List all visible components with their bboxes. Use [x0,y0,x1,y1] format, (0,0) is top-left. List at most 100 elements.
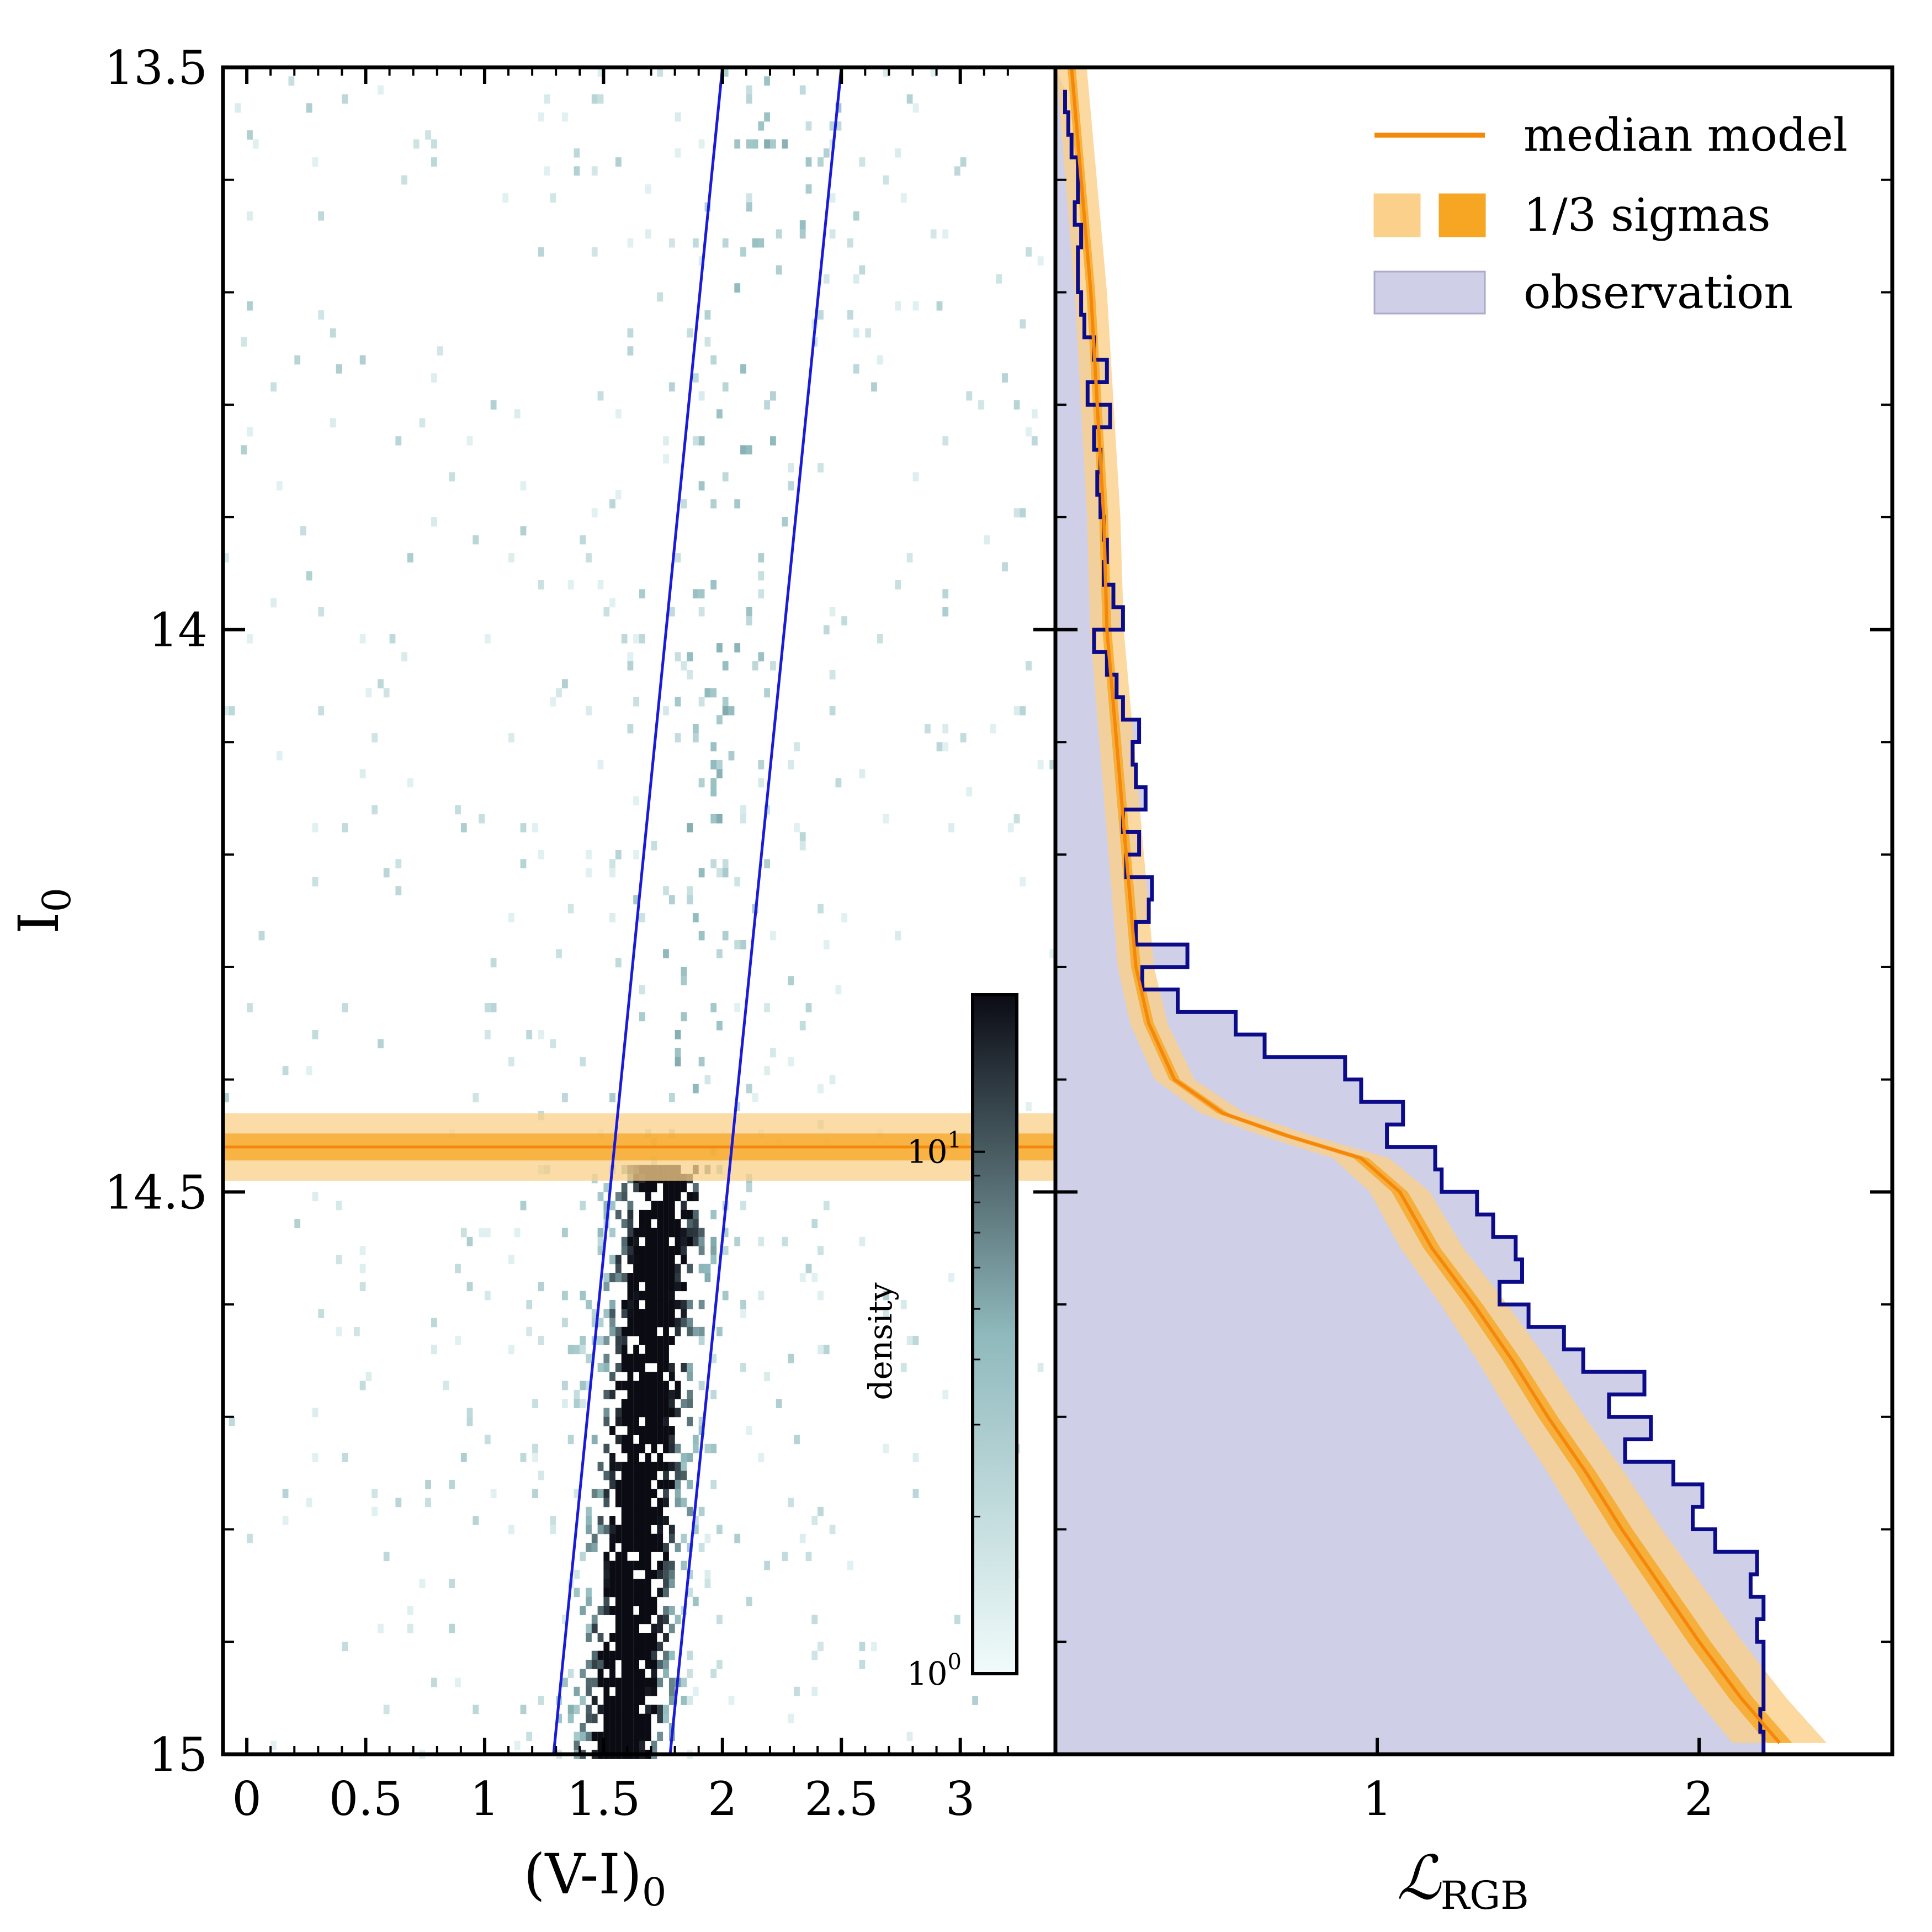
density-cell [657,1732,664,1742]
colorbar-gradient [971,993,1018,1675]
density-cell [479,814,485,824]
density-cell [936,301,943,311]
density-cell [645,1516,651,1525]
density-cell [306,1498,312,1508]
density-cell [621,1686,628,1696]
density-cell [657,67,664,77]
density-cell [270,382,277,392]
density-cell [645,1326,651,1336]
density-cell [621,1479,628,1489]
density-cell [615,1498,622,1508]
density-cell [413,139,420,149]
density-cell [615,1533,622,1543]
density-cell [603,1713,610,1723]
density-cell [716,409,723,419]
density-cell [639,634,645,644]
density-cell [342,823,348,832]
density-cell [663,1489,669,1498]
density-cell [942,607,949,617]
density-cell [591,508,598,518]
density-cell [609,1561,615,1570]
density-cell [829,1075,836,1085]
density-cell [675,1489,681,1498]
density-cell [692,1326,699,1336]
density-cell [407,1606,413,1615]
observation-area [1055,67,1764,1754]
density-cell [639,1336,645,1345]
density-cell [722,706,729,715]
density-cell [306,571,312,581]
density-cell [734,877,741,887]
density-cell [663,1236,669,1246]
density-cell [758,238,765,248]
density-cell [591,247,598,257]
density-cell [942,1389,949,1399]
density-cell [651,1273,657,1282]
density-cell [633,1516,639,1525]
density-cell [359,1246,366,1255]
density-cell [621,1183,628,1192]
density-cell [687,895,693,905]
density-cell [562,1228,568,1238]
density-cell [675,1264,681,1273]
density-cell [615,1686,622,1696]
density-cell [818,1345,824,1355]
density-cell [627,1282,634,1292]
density-cell [371,1506,378,1516]
density-cell [668,1219,675,1228]
density-cell [562,1318,568,1328]
density-cell [627,1479,634,1489]
density-cell [740,1363,746,1372]
density-cell [758,571,765,581]
density-cell [627,1354,634,1363]
density-cell [586,1299,592,1309]
density-cell [580,1606,586,1615]
density-cell [954,1615,960,1625]
density-cell [609,1318,615,1328]
density-cell [574,1705,580,1715]
density-cell [609,1462,615,1472]
density-cell [508,733,514,742]
density-cell [675,697,681,707]
density-cell [639,1246,645,1255]
density-cell [627,1299,634,1309]
density-cell [675,1381,681,1390]
density-cell [615,1713,622,1723]
density-cell [473,1093,479,1102]
density-cell [621,1246,628,1255]
density-cell [698,1381,705,1390]
density-cell [645,1192,651,1202]
density-cell [597,94,604,104]
density-cell [627,238,634,248]
density-cell [675,1030,681,1039]
density-cell [603,1705,610,1715]
density-cell [603,1569,610,1579]
density-cell [621,1650,628,1660]
density-cell [609,1588,615,1597]
density-cell [615,1615,622,1625]
density-cell [603,1723,610,1732]
density-cell [818,904,824,914]
density-cell [668,1309,675,1318]
density-cell [764,1561,770,1570]
density-cell [621,1659,628,1669]
density-cell [627,1650,634,1660]
density-cell [687,1192,693,1202]
density-cell [597,391,604,401]
density-cell [300,526,306,535]
density-cell [645,1183,651,1192]
density-cell [794,1435,800,1445]
density-cell [378,85,384,95]
density-cell [466,436,473,445]
density-cell [580,1723,586,1732]
density-cell [252,139,259,149]
density-cell [746,94,752,104]
density-cell [758,121,765,131]
density-cell [639,1309,645,1318]
density-cell [758,1236,765,1246]
density-cell [687,1389,693,1399]
density-cell [395,859,402,869]
density-cell [758,1291,765,1301]
density-cell [621,1740,628,1750]
